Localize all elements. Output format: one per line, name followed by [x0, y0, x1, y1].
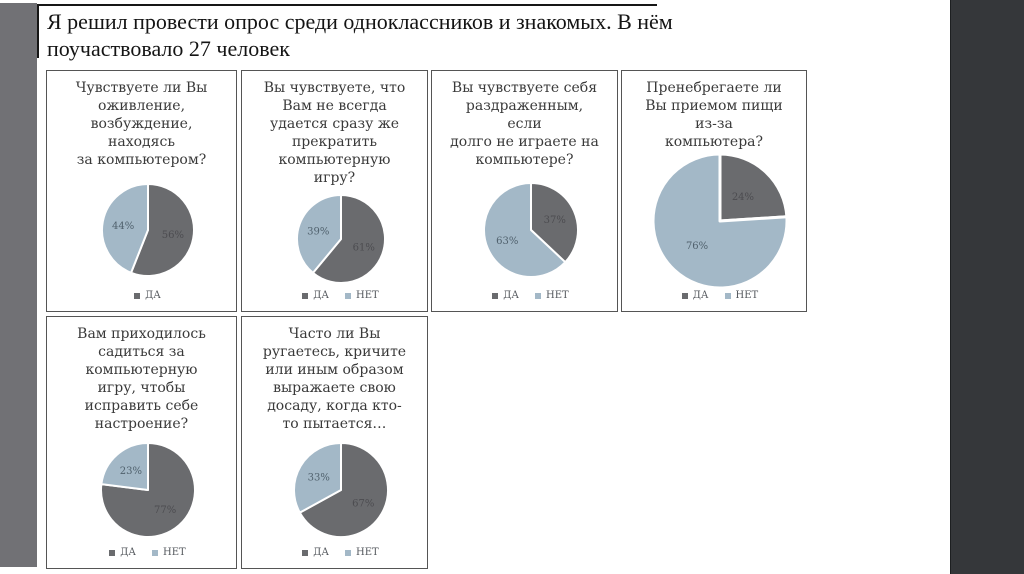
chart-question: Вы чувствуете себя раздраженным, если до… [450, 80, 599, 168]
pie-chart: 56% 44% [100, 182, 195, 277]
survey-chart-card-1: Чувствуете ли Вы оживление, возбуждение,… [46, 70, 237, 312]
legend-label: ДА [120, 547, 136, 558]
legend-item: НЕТ [152, 547, 186, 558]
title-box-border-left [37, 4, 39, 58]
legend-item: НЕТ [535, 290, 569, 301]
legend-swatch [724, 292, 731, 299]
legend-item: НЕТ [724, 290, 759, 301]
legend-item: ДА [109, 547, 136, 558]
survey-chart-card-5: Вам приходилось садиться за компьютерную… [46, 316, 237, 569]
legend-item: ДА [681, 290, 709, 301]
pie-slice-label: 61% [352, 242, 374, 253]
legend-label: ДА [313, 290, 329, 301]
pie-slice-label: 63% [496, 235, 518, 246]
legend-label: НЕТ [356, 547, 379, 558]
pie-slice-label: 56% [161, 230, 183, 241]
chart-legend: ДА НЕТ [109, 547, 186, 558]
workspace-right-panel [950, 0, 1024, 574]
pie-slice-label: 24% [732, 192, 754, 203]
legend-label: НЕТ [356, 290, 379, 301]
legend-swatch [345, 549, 351, 556]
pie-chart-area: 24% 76% [651, 151, 789, 290]
pie-slice-label: 39% [307, 226, 329, 237]
pie-slice-label: 44% [112, 220, 134, 231]
pie-slice-label: 77% [153, 505, 175, 516]
chart-legend: ДА НЕТ [681, 290, 759, 301]
pie-chart-area: 67% 33% [292, 433, 390, 547]
legend-swatch [302, 549, 309, 556]
title-box-border-top [37, 4, 657, 6]
legend-swatch [134, 292, 141, 299]
legend-label: ДА [313, 547, 329, 558]
workspace-left-margin [0, 3, 37, 567]
legend-item: ДА [302, 547, 329, 558]
survey-chart-card-6: Часто ли Вы ругаетесь, кричите или иным … [241, 316, 428, 569]
chart-legend: ДА НЕТ [302, 547, 379, 558]
chart-question: Вы чувствуете, что Вам не всегда удается… [263, 80, 406, 186]
chart-question: Часто ли Вы ругаетесь, кричите или иным … [262, 326, 407, 432]
legend-swatch [109, 549, 116, 556]
legend-swatch [535, 292, 541, 299]
legend-item: НЕТ [345, 547, 379, 558]
legend-item: ДА [302, 290, 329, 301]
legend-item: ДА [492, 290, 519, 301]
legend-swatch [681, 292, 688, 299]
pie-slice-label: 23% [119, 466, 141, 477]
pie-chart: 61% 39% [295, 193, 386, 284]
survey-chart-card-2: Вы чувствуете, что Вам не всегда удается… [241, 70, 428, 312]
pie-slice-label: 76% [686, 240, 708, 251]
slide-title: Я решил провести опрос среди одноклассни… [47, 9, 673, 61]
chart-question: Пренебрегаете ли Вы приемом пищи из-за к… [645, 80, 783, 150]
pie-slice-label: 33% [307, 472, 329, 483]
legend-label: ДА [692, 290, 709, 301]
legend-label: НЕТ [546, 290, 569, 301]
pie-chart-area: 37% 63% [482, 169, 580, 290]
legend-swatch [302, 292, 309, 299]
legend-label: ДА [145, 290, 161, 301]
legend-label: ДА [503, 290, 519, 301]
chart-legend: ДА [134, 290, 161, 301]
pie-chart: 24% 76% [651, 152, 789, 289]
pie-chart-area: 61% 39% [295, 187, 387, 290]
pie-chart-area: 56% 44% [100, 169, 196, 290]
pie-slice-label: 67% [352, 499, 374, 510]
legend-swatch [345, 292, 351, 299]
legend-label: НЕТ [163, 547, 186, 558]
survey-chart-card-3: Вы чувствуете себя раздраженным, если до… [431, 70, 618, 312]
survey-chart-card-4: Пренебрегаете ли Вы приемом пищи из-за к… [621, 70, 807, 312]
chart-question: Чувствуете ли Вы оживление, возбуждение,… [75, 80, 208, 168]
pie-slice-label: 37% [543, 215, 565, 226]
legend-item: ДА [134, 290, 161, 301]
legend-swatch [152, 549, 158, 556]
chart-question: Вам приходилось садиться за компьютерную… [77, 326, 206, 432]
pie-chart: 37% 63% [482, 181, 579, 278]
pie-chart: 67% 33% [292, 442, 389, 538]
chart-legend: ДА НЕТ [302, 290, 379, 301]
pie-chart-area: 77% 23% [99, 433, 197, 547]
pie-chart: 77% 23% [99, 442, 196, 538]
legend-item: НЕТ [345, 290, 379, 301]
legend-label: НЕТ [735, 290, 759, 301]
chart-legend: ДА НЕТ [492, 290, 569, 301]
legend-swatch [492, 292, 499, 299]
